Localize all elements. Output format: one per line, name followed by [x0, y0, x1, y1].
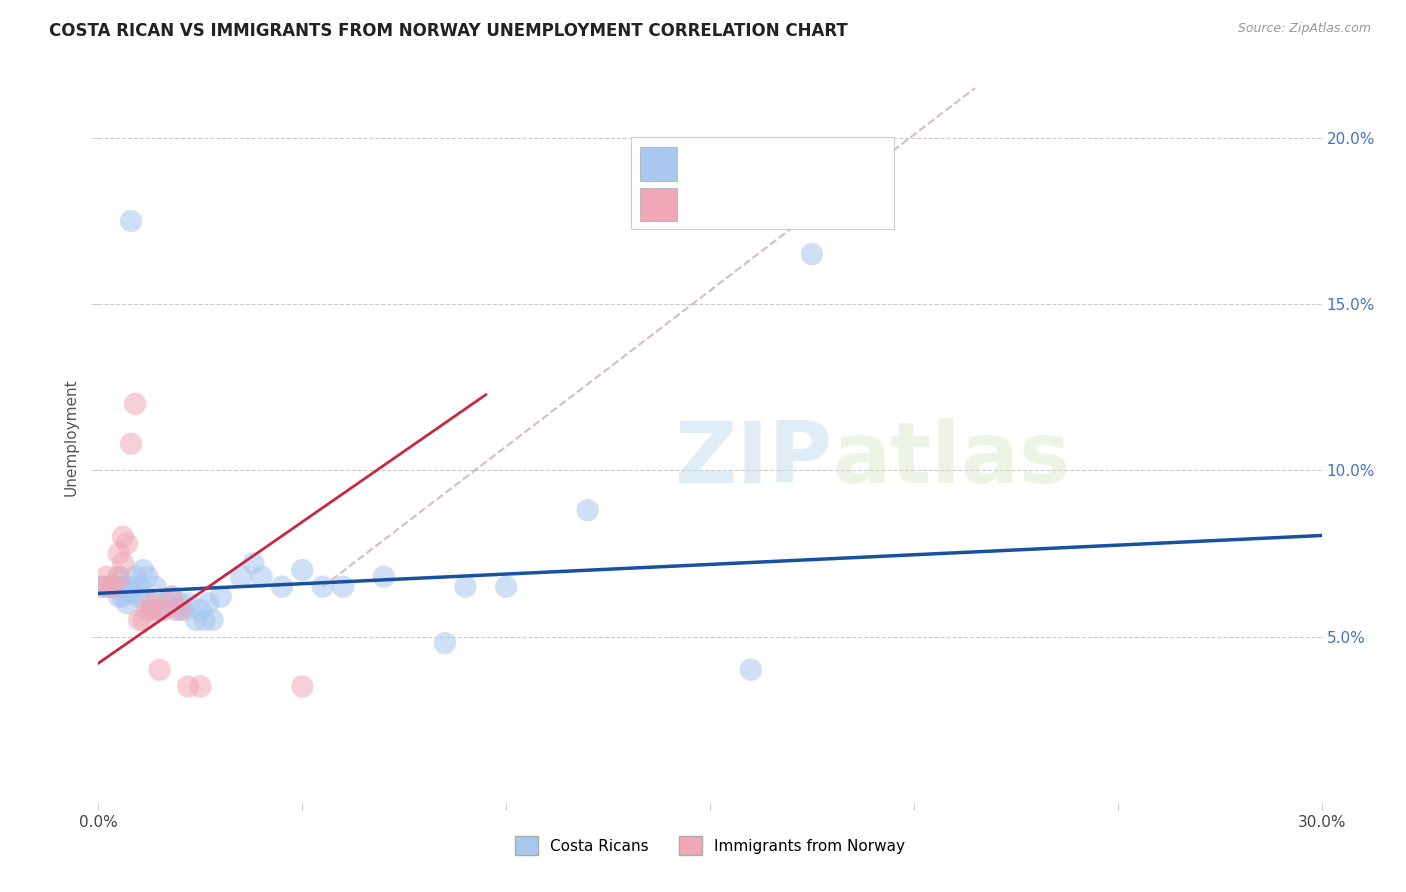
Point [115, 580, 138, 594]
Text: R =: R = [689, 194, 723, 209]
Point [128, 580, 150, 594]
Point [104, 580, 127, 594]
Point [720, 164, 742, 178]
Point [149, 663, 172, 677]
Text: 0.368: 0.368 [733, 194, 780, 209]
FancyBboxPatch shape [630, 137, 894, 228]
Point [160, 590, 183, 604]
Point [740, 663, 762, 677]
Text: atlas: atlas [832, 417, 1070, 500]
Point [111, 590, 134, 604]
Point [132, 613, 155, 627]
Point [169, 596, 191, 610]
Point [373, 570, 395, 584]
Text: ZIP: ZIP [675, 417, 832, 500]
Text: R =: R = [689, 153, 723, 168]
Point [495, 580, 517, 594]
Text: COSTA RICAN VS IMMIGRANTS FROM NORWAY UNEMPLOYMENT CORRELATION CHART: COSTA RICAN VS IMMIGRANTS FROM NORWAY UN… [49, 22, 848, 40]
Point [124, 397, 146, 411]
Point [242, 557, 264, 571]
Text: 23: 23 [834, 194, 855, 209]
Point [193, 613, 215, 627]
Point [108, 546, 131, 560]
Point [173, 603, 195, 617]
Point [128, 613, 150, 627]
Bar [640, 147, 678, 181]
Text: Source: ZipAtlas.com: Source: ZipAtlas.com [1237, 22, 1371, 36]
Point [658, 164, 681, 178]
Point [91, 580, 114, 594]
Point [96, 570, 118, 584]
Point [197, 596, 219, 610]
Point [141, 603, 163, 617]
Point [104, 580, 127, 594]
Point [96, 580, 118, 594]
Point [120, 586, 142, 600]
Point [124, 570, 146, 584]
Point [186, 613, 208, 627]
Point [141, 596, 163, 610]
Point [108, 570, 131, 584]
Bar [640, 187, 678, 221]
Text: N =: N = [790, 153, 824, 168]
Point [111, 530, 134, 544]
Point [132, 590, 155, 604]
Point [177, 596, 200, 610]
Point [201, 613, 224, 627]
Point [108, 590, 131, 604]
Point [115, 596, 138, 610]
Point [209, 590, 232, 604]
Point [145, 603, 167, 617]
Legend: Costa Ricans, Immigrants from Norway: Costa Ricans, Immigrants from Norway [509, 830, 911, 861]
Point [108, 570, 131, 584]
Point [332, 580, 354, 594]
Point [91, 580, 114, 594]
Point [576, 503, 599, 517]
Point [145, 580, 167, 594]
Point [152, 596, 174, 610]
Point [132, 563, 155, 577]
Point [801, 247, 824, 261]
Point [149, 603, 172, 617]
Point [115, 536, 138, 550]
Point [136, 603, 159, 617]
Point [312, 580, 335, 594]
Point [699, 164, 721, 178]
Text: 52: 52 [834, 153, 855, 168]
Point [291, 563, 314, 577]
Point [111, 580, 134, 594]
Point [454, 580, 477, 594]
Text: 0.058: 0.058 [733, 153, 780, 168]
Point [136, 570, 159, 584]
Point [100, 580, 122, 594]
Point [160, 590, 183, 604]
Point [120, 214, 142, 228]
Point [169, 603, 191, 617]
Point [188, 603, 212, 617]
Text: N =: N = [790, 194, 824, 209]
Point [156, 596, 179, 610]
Point [100, 580, 122, 594]
Point [128, 590, 150, 604]
Point [111, 557, 134, 571]
Point [120, 580, 142, 594]
Point [434, 636, 457, 650]
Point [270, 580, 294, 594]
Point [152, 603, 174, 617]
Y-axis label: Unemployment: Unemployment [63, 378, 79, 496]
Point [120, 436, 142, 450]
Point [250, 570, 273, 584]
Point [231, 570, 253, 584]
Point [188, 680, 212, 694]
Point [291, 680, 314, 694]
Point [165, 603, 187, 617]
Point [177, 680, 200, 694]
